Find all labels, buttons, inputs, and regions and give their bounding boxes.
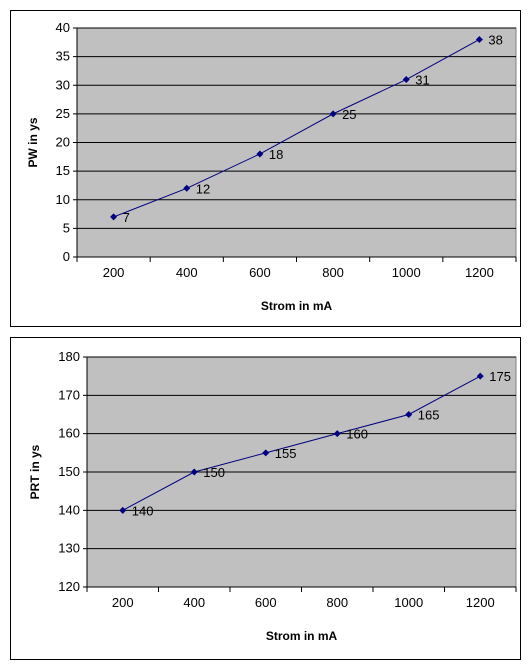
data-point (256, 150, 264, 158)
y-tick-label: 5 (63, 220, 70, 235)
x-axis-title: Strom in mA (261, 299, 333, 313)
y-tick-label: 130 (58, 541, 80, 556)
data-label: 12 (196, 181, 210, 196)
data-point (119, 506, 127, 514)
y-axis-title: PW in ys (26, 117, 40, 167)
y-tick-label: 20 (56, 135, 70, 150)
data-label: 165 (418, 408, 440, 423)
y-tick-label: 170 (58, 387, 80, 402)
data-label: 25 (342, 107, 356, 122)
y-axis-title: PRT in ys (28, 444, 42, 499)
y-tick-label: 180 (58, 349, 80, 364)
series-line (122, 375, 481, 511)
series-line (113, 39, 480, 218)
data-point (333, 430, 341, 438)
data-label: 155 (275, 446, 297, 461)
data-point (190, 468, 198, 476)
y-tick-label: 30 (56, 77, 70, 92)
y-tick-label: 0 (63, 249, 70, 264)
data-label: 7 (123, 210, 130, 225)
x-tick-label: 200 (112, 595, 134, 610)
data-point (110, 213, 118, 221)
y-tick-label: 35 (56, 49, 70, 64)
data-point (262, 449, 270, 457)
data-label: 140 (132, 503, 154, 518)
x-tick-label: 600 (255, 595, 277, 610)
chart-panel-prt: 120 130 140 150 160 170 180 200 400 600 800 1000 120… (10, 337, 521, 660)
x-tick-label: 800 (326, 595, 348, 610)
x-tick-label: 400 (183, 595, 205, 610)
data-label: 31 (415, 73, 429, 88)
y-tick-label: 120 (58, 579, 80, 594)
x-tick-label: 200 (103, 265, 125, 280)
data-point (405, 411, 413, 418)
data-label: 160 (346, 427, 368, 442)
data-point (476, 372, 484, 380)
y-tick-label: 10 (56, 192, 70, 207)
data-label: 150 (203, 465, 225, 480)
y-tick-label: 25 (56, 106, 70, 121)
data-point (475, 35, 483, 43)
prt-chart: 120 130 140 150 160 170 180 200 400 600 800 1000 120… (28, 349, 517, 643)
data-point (329, 110, 337, 118)
pw-chart: 0 5 10 15 20 25 30 35 40 200 400 600 800 1000 1200 7 12 1… (26, 20, 517, 313)
y-tick-label: 140 (58, 502, 80, 517)
y-tick-label: 150 (58, 464, 80, 479)
y-tick-label: 40 (56, 20, 70, 35)
x-tick-label: 1000 (394, 595, 423, 610)
x-tick-label: 800 (322, 265, 344, 280)
data-label: 175 (489, 369, 511, 384)
x-tick-label: 400 (176, 265, 198, 280)
data-label: 18 (269, 147, 283, 162)
x-tick-label: 1200 (465, 265, 494, 280)
data-point (183, 184, 191, 192)
x-axis-title: Strom in mA (266, 629, 338, 643)
x-tick-label: 600 (249, 265, 271, 280)
data-point (402, 76, 410, 84)
y-tick-label: 15 (56, 163, 70, 178)
data-label: 38 (488, 32, 502, 47)
y-tick-label: 160 (58, 426, 80, 441)
x-tick-label: 1000 (392, 265, 421, 280)
chart-panel-pw: 0 5 10 15 20 25 30 35 40 200 400 600 800 1000 1200 7 12 1… (10, 10, 521, 327)
x-tick-label: 1200 (466, 595, 495, 610)
